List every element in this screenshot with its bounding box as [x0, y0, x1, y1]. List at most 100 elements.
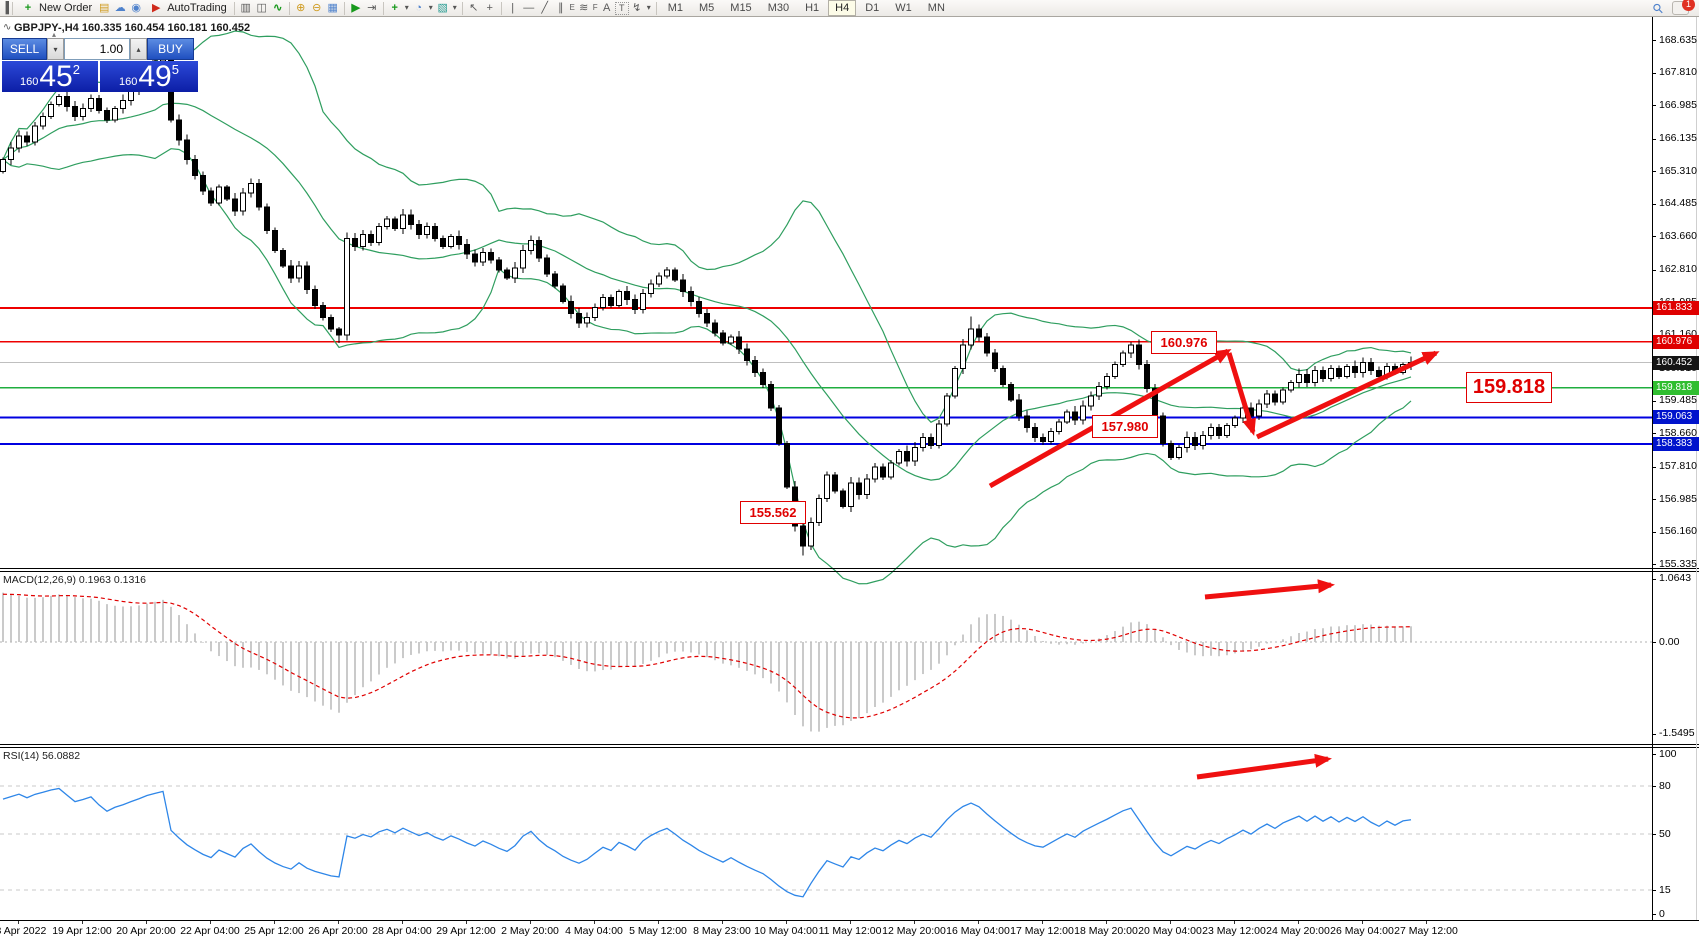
- time-tick-mark: [530, 921, 531, 924]
- panel-separator[interactable]: [0, 747, 1699, 748]
- crosshair-icon[interactable]: +: [486, 1, 493, 14]
- time-tick-label: 2 May 20:00: [501, 925, 559, 937]
- panel-separator[interactable]: [0, 571, 1699, 572]
- timeframe-w1[interactable]: W1: [888, 0, 919, 16]
- cursor-icon[interactable]: ↖: [469, 1, 479, 14]
- vertical-line-icon[interactable]: |: [511, 1, 515, 14]
- periods-icon[interactable]: ◔: [415, 1, 423, 14]
- charts-icon[interactable]: ▐: [2, 1, 9, 14]
- buy-price-box[interactable]: 160 49 5: [100, 61, 198, 92]
- time-tick-mark: [1298, 921, 1299, 924]
- price-tick-label: 164.485: [1659, 197, 1697, 210]
- price-label-157980[interactable]: 157.980: [1092, 415, 1158, 438]
- price-tick-mark: [1652, 138, 1656, 140]
- text-label-icon[interactable]: T: [614, 1, 629, 15]
- line-chart-icon[interactable]: ∿: [273, 1, 283, 14]
- macd-layer: [0, 592, 1652, 732]
- trendline-icon[interactable]: ╱: [541, 1, 549, 14]
- timeframe-m30[interactable]: M30: [761, 0, 796, 16]
- time-tick-label: 28 Apr 04:00: [372, 925, 432, 937]
- volume-input[interactable]: [64, 38, 130, 60]
- indicators-dropdown-icon[interactable]: ▾: [404, 3, 409, 12]
- arrows-dropdown-icon[interactable]: ▾: [646, 3, 651, 12]
- window-right-edge: [1696, 17, 1697, 920]
- templates-dropdown-icon[interactable]: ▾: [452, 3, 457, 12]
- buy-button[interactable]: BUY: [147, 38, 194, 60]
- notification-badge: 1: [1682, 0, 1695, 11]
- volume-increase-spinner[interactable]: ▴: [130, 38, 147, 60]
- tile-windows-icon[interactable]: ▦: [327, 1, 338, 14]
- indicators-icon[interactable]: +: [391, 1, 398, 14]
- autotrading-button[interactable]: ▶ AutoTrading: [144, 0, 231, 16]
- timeframe-h4[interactable]: H4: [828, 0, 857, 16]
- chart-symbol-icon: ∿: [3, 22, 12, 33]
- price-tick-label: 166.985: [1659, 98, 1697, 111]
- price-axis-tag: 160.452: [1653, 355, 1699, 370]
- notifications-icon[interactable]: 1: [1672, 0, 1695, 15]
- price-tick-label: 155.335: [1659, 557, 1697, 570]
- price-tick-mark: [1652, 400, 1656, 402]
- profiles-icon[interactable]: ▤: [98, 1, 110, 14]
- equidistant-channel-icon[interactable]: ∥: [557, 1, 564, 14]
- timeframe-m5[interactable]: M5: [692, 0, 721, 16]
- time-tick-label: 29 Apr 12:00: [436, 925, 496, 937]
- timeframe-h1[interactable]: H1: [798, 0, 826, 16]
- horizontal-line-icon[interactable]: —: [523, 1, 535, 14]
- price-tick-mark: [1652, 171, 1656, 173]
- candlestick-chart-icon[interactable]: ◫: [256, 1, 267, 14]
- timeframe-d1[interactable]: D1: [858, 0, 886, 16]
- auto-scroll-icon[interactable]: ▶: [351, 1, 360, 14]
- text-icon[interactable]: A: [603, 1, 611, 14]
- time-axis: 18 Apr 2022 19 Apr 12:00 20 Apr 20:00 22 Ap…: [0, 921, 1699, 939]
- time-tick-label: 27 May 12:00: [1394, 925, 1458, 937]
- rsi-tick-label: 100: [1659, 747, 1677, 760]
- new-order-button[interactable]: + New Order: [16, 0, 96, 16]
- price-label-160976[interactable]: 160.976: [1151, 331, 1217, 354]
- virtual-hosting-icon[interactable]: ☁: [114, 1, 126, 14]
- time-tick-mark: [1042, 921, 1043, 924]
- trend-arrows: [988, 348, 1440, 780]
- price-label-155562[interactable]: 155.562: [740, 501, 806, 524]
- fibonacci-icon[interactable]: ≋: [579, 1, 589, 14]
- chart-shift-icon[interactable]: ⇥: [367, 1, 377, 14]
- time-tick-label: 18 May 20:00: [1074, 925, 1138, 937]
- timeframe-mn[interactable]: MN: [921, 0, 952, 16]
- panel-separator[interactable]: [0, 744, 1699, 745]
- time-tick-label: 26 May 04:00: [1330, 925, 1394, 937]
- price-tick-label: 166.135: [1659, 132, 1697, 145]
- signals-icon[interactable]: ◉: [131, 1, 141, 14]
- arrows-icon[interactable]: ↯: [632, 1, 642, 14]
- sell-button[interactable]: SELL: [2, 38, 47, 60]
- rsi-tick-label: 50: [1659, 827, 1671, 840]
- time-tick-label: 20 May 04:00: [1138, 925, 1202, 937]
- price-tick-mark: [1652, 564, 1656, 566]
- time-tick-label: 20 Apr 20:00: [116, 925, 176, 937]
- buy-price-pip: 5: [171, 62, 179, 77]
- one-click-collapse-icon[interactable]: ▴: [52, 30, 57, 39]
- time-tick-label: 18 Apr 2022: [0, 925, 47, 937]
- new-order-icon: +: [24, 1, 32, 14]
- timeframe-m1[interactable]: M1: [661, 0, 690, 16]
- templates-icon[interactable]: ▧: [437, 1, 448, 14]
- time-tick-mark: [466, 921, 467, 924]
- sell-price-box[interactable]: 160 45 2: [2, 61, 98, 92]
- price-tick-label: 167.810: [1659, 66, 1697, 79]
- time-tick-mark: [786, 921, 787, 924]
- bar-chart-icon[interactable]: ▥: [240, 1, 251, 14]
- panel-separator[interactable]: [0, 568, 1699, 569]
- chart-canvas[interactable]: [0, 0, 1652, 920]
- price-axis-tag: 158.383: [1653, 437, 1699, 452]
- zoom-out-icon[interactable]: ⊖: [312, 1, 322, 14]
- timeframe-m15[interactable]: M15: [723, 0, 758, 16]
- price-label-159818[interactable]: 159.818: [1466, 372, 1552, 403]
- zoom-in-icon[interactable]: ⊕: [296, 1, 306, 14]
- horizontal-lines: [0, 307, 1652, 446]
- price-tick-mark: [1652, 105, 1656, 107]
- volume-decrease-spinner[interactable]: ▾: [47, 38, 64, 60]
- periods-dropdown-icon[interactable]: ▾: [428, 3, 433, 12]
- toolbar-separator: [461, 1, 463, 15]
- time-tick-mark: [402, 921, 403, 924]
- time-tick-label: 25 Apr 12:00: [244, 925, 304, 937]
- price-tick-label: 163.660: [1659, 229, 1697, 242]
